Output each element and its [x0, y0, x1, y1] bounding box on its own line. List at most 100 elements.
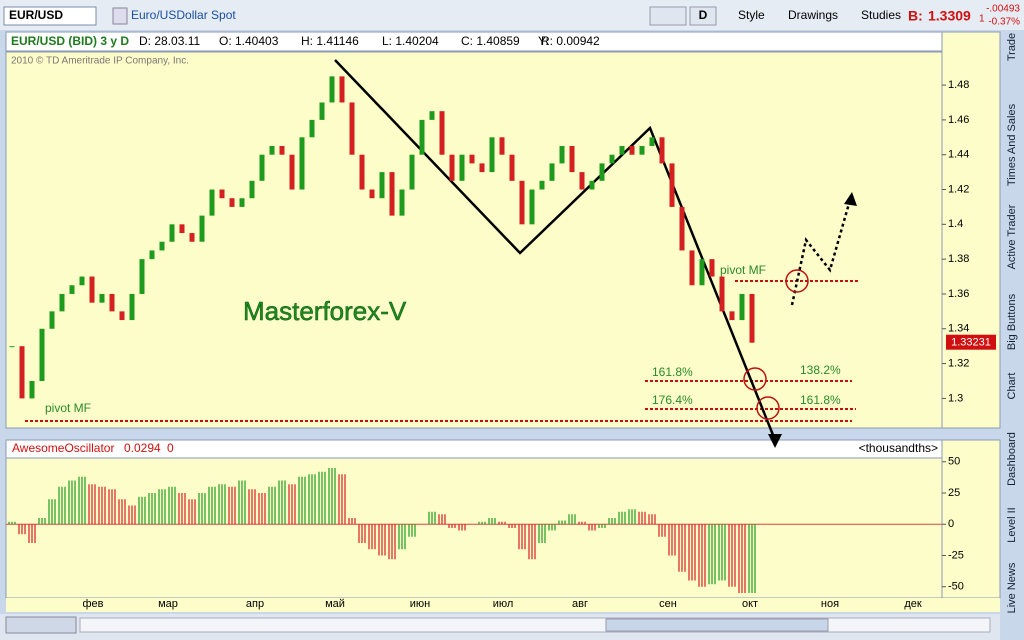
oscillator-units: <thousandths>: [859, 441, 938, 455]
candle: [149, 250, 155, 260]
scrollbar[interactable]: [79, 617, 991, 633]
target-circle: [743, 367, 767, 391]
x-tick-label: фев: [82, 598, 103, 610]
side-tabs: [1002, 30, 1022, 630]
candle: [339, 76, 345, 103]
x-tick-label: дек: [904, 598, 922, 610]
candle: [79, 276, 85, 286]
candle: [359, 154, 365, 190]
tools-button[interactable]: [649, 6, 687, 26]
candle: [739, 293, 745, 321]
header-close: C: 1.40859: [461, 34, 520, 48]
candle: [559, 146, 565, 164]
y-tick-label: 1.36: [948, 288, 969, 300]
drawings-button[interactable]: Drawings: [788, 8, 838, 22]
period-button[interactable]: [689, 6, 717, 26]
candle: [269, 146, 275, 155]
candle: [749, 293, 755, 343]
oscillator-header: [5, 439, 943, 459]
oscillator-pane: [5, 439, 943, 599]
side-tab[interactable]: Live News: [1006, 562, 1018, 613]
zoom-tools[interactable]: [5, 616, 77, 634]
candle: [239, 198, 245, 207]
candle: [599, 163, 605, 181]
y-tick-label: 1.44: [948, 149, 969, 161]
header-open: O: 1.40403: [219, 34, 279, 48]
y-tick-label: 1.46: [948, 114, 969, 126]
bid-label: B:: [908, 8, 923, 24]
side-tab[interactable]: Level II: [1006, 507, 1018, 542]
copyright: 2010 © TD Ameritrade IP Company, Inc.: [11, 56, 189, 67]
candle: [709, 259, 715, 277]
candle: [9, 346, 15, 348]
y-tick-label: 1.42: [948, 183, 969, 195]
y-tick-label: 1.3: [948, 392, 963, 404]
candle: [49, 311, 55, 329]
x-tick-label: окт: [742, 598, 758, 610]
candle: [309, 119, 315, 138]
bid-fraction: 1: [979, 14, 985, 25]
bid: 1.3309: [928, 8, 971, 24]
candle: [509, 154, 515, 181]
candle: [579, 172, 585, 190]
y-tick-label: 0: [948, 518, 954, 530]
candle: [439, 111, 445, 155]
side-tab[interactable]: Trade: [1006, 33, 1018, 61]
candle: [289, 154, 295, 190]
oscillator-reading: 0.0294: [124, 441, 161, 455]
side-tab[interactable]: Big Buttons: [1006, 293, 1018, 350]
toolbar: [0, 0, 1024, 30]
side-tab[interactable]: Times And Sales: [1006, 103, 1018, 186]
pivot-label: pivot MF: [45, 401, 91, 415]
chart-annotation: Masterforex-V: [243, 296, 407, 326]
oscillator-axis: [941, 439, 1001, 599]
side-tab[interactable]: Dashboard: [1006, 432, 1018, 486]
period: D: [699, 8, 708, 22]
price-pane: [5, 51, 943, 429]
scroll-thumb[interactable]: [605, 618, 829, 632]
candle: [19, 346, 25, 399]
candle: [389, 172, 395, 216]
candle: [349, 102, 355, 155]
last-price-tag: [946, 334, 996, 350]
pivot-label: pivot MF: [720, 263, 766, 277]
fib-label: 138.2%: [800, 363, 841, 377]
candle: [189, 233, 195, 242]
fib-label: 161.8%: [652, 365, 693, 379]
x-tick-label: апр: [246, 598, 264, 610]
target-circle: [756, 396, 780, 420]
candle: [639, 146, 645, 155]
candle: [729, 311, 735, 321]
price-axis: [941, 31, 1001, 429]
x-tick-label: май: [325, 598, 345, 610]
time-axis: [6, 598, 1000, 612]
candle: [199, 215, 205, 242]
candle: [669, 163, 675, 207]
side-tab[interactable]: Active Trader: [1006, 204, 1018, 269]
candle: [129, 293, 135, 321]
studies-button[interactable]: Studies: [861, 8, 901, 22]
symbol: EUR/USD: [9, 8, 63, 22]
candle: [259, 154, 265, 181]
arrow-head: [768, 434, 782, 448]
x-tick-label: июн: [410, 598, 430, 610]
candle: [519, 180, 525, 225]
candle: [719, 276, 725, 312]
x-tick-label: сен: [659, 598, 677, 610]
hash-button[interactable]: [112, 7, 128, 25]
side-tab[interactable]: Chart: [1006, 373, 1018, 400]
style-button[interactable]: Style: [738, 8, 765, 22]
header-range: R: 0.00942: [541, 34, 600, 48]
candle: [659, 137, 665, 164]
symbol-box[interactable]: [3, 6, 97, 26]
study-name: EUR/USD (BID) 3 y D: [11, 34, 129, 48]
target-circle: [785, 269, 809, 293]
y-tick-label: -50: [948, 581, 964, 593]
candle: [209, 189, 215, 216]
candle: [229, 198, 235, 207]
x-tick-label: ноя: [821, 598, 839, 610]
candle: [159, 241, 165, 251]
candle: [109, 293, 115, 312]
